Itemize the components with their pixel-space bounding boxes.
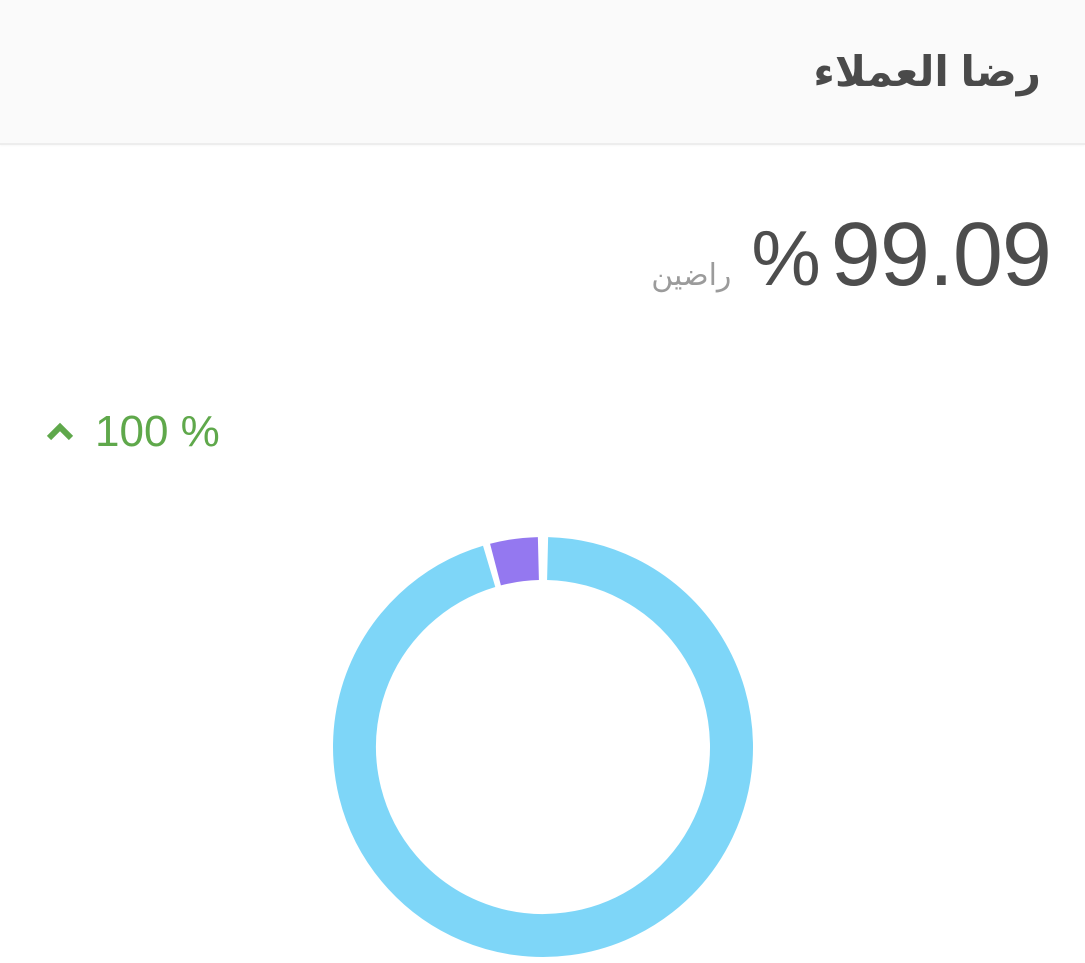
widget-title: رضا العملاء (813, 48, 1041, 95)
trend-indicator: 100 % (45, 406, 220, 459)
chevron-up-icon (45, 420, 75, 444)
satisfaction-stat: 99.09 % راضين (651, 205, 1052, 305)
widget-header: رضا العملاء (0, 0, 1085, 145)
stat-value: 99.09 (830, 205, 1052, 305)
trend-value: 100 % (95, 407, 220, 456)
percent-sign: % (751, 214, 821, 302)
satisfaction-donut-chart[interactable] (328, 532, 758, 962)
stat-label: راضين (651, 259, 732, 292)
donut-segment-2[interactable] (490, 537, 540, 586)
donut-segment-1[interactable] (333, 537, 753, 957)
